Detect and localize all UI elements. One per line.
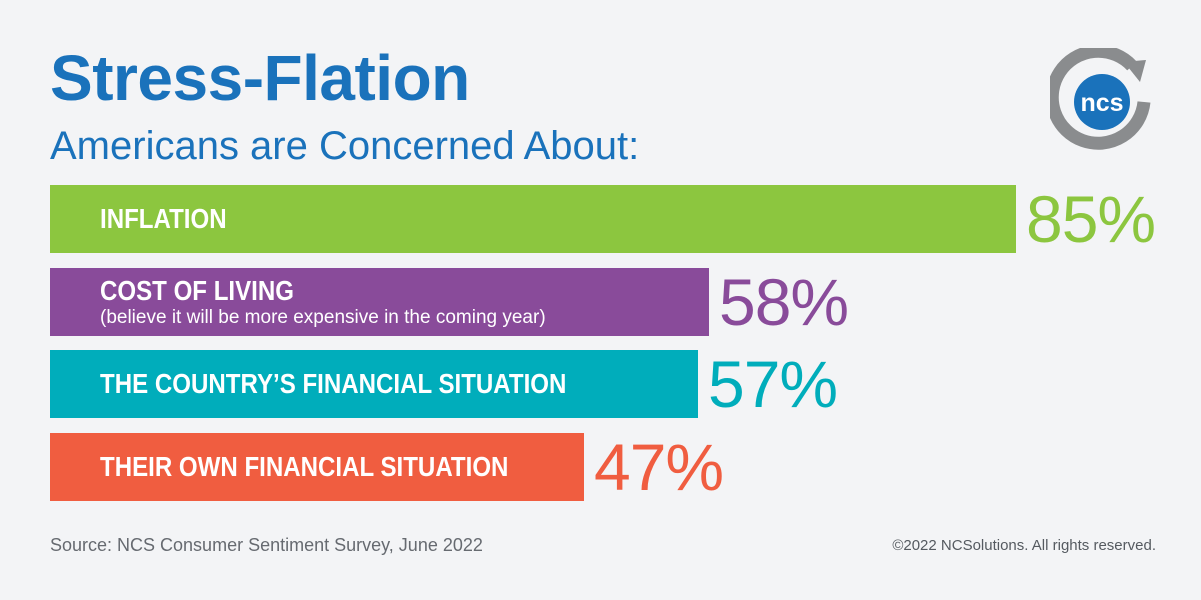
logo-ring-icon [1050, 48, 1151, 150]
bar-label-own-financial-situation: THEIR OWN FINANCIAL SITUATION [100, 451, 509, 482]
bar-country-financial-situation: THE COUNTRY’S FINANCIAL SITUATION [50, 350, 698, 418]
bar-label-inflation: INFLATION [100, 203, 227, 234]
bar-row-own-financial-situation: THEIR OWN FINANCIAL SITUATION 47% [50, 430, 724, 504]
ncs-logo: ncs [1050, 48, 1151, 150]
value-label-country-financial-situation: 57% [708, 347, 838, 421]
bar-row-cost-of-living: COST OF LIVING (believe it will be more … [50, 265, 849, 339]
source-note: Source: NCS Consumer Sentiment Survey, J… [50, 535, 483, 555]
value-label-own-financial-situation: 47% [594, 430, 724, 504]
logo-arrow-icon [1124, 60, 1146, 82]
value-label-inflation: 85% [1026, 182, 1156, 256]
chart-subtitle: Americans are Concerned About: [50, 124, 640, 168]
copyright-note: ©2022 NCSolutions. All rights reserved. [892, 537, 1156, 554]
bar-label-cost-of-living: COST OF LIVING [100, 275, 294, 306]
bar-cost-of-living: COST OF LIVING (believe it will be more … [50, 268, 709, 336]
bar-row-country-financial-situation: THE COUNTRY’S FINANCIAL SITUATION 57% [50, 347, 838, 421]
bar-inflation: INFLATION [50, 185, 1016, 253]
chart-title: Stress-Flation [50, 42, 470, 114]
bar-label-country-financial-situation: THE COUNTRY’S FINANCIAL SITUATION [100, 368, 567, 399]
logo-text: ncs [1080, 89, 1123, 117]
bar-own-financial-situation: THEIR OWN FINANCIAL SITUATION [50, 433, 584, 501]
bar-row-inflation: INFLATION 85% [50, 182, 1156, 256]
value-label-cost-of-living: 58% [719, 265, 849, 339]
logo-badge [1074, 74, 1130, 130]
bar-note-cost-of-living: (believe it will be more expensive in th… [100, 307, 546, 328]
